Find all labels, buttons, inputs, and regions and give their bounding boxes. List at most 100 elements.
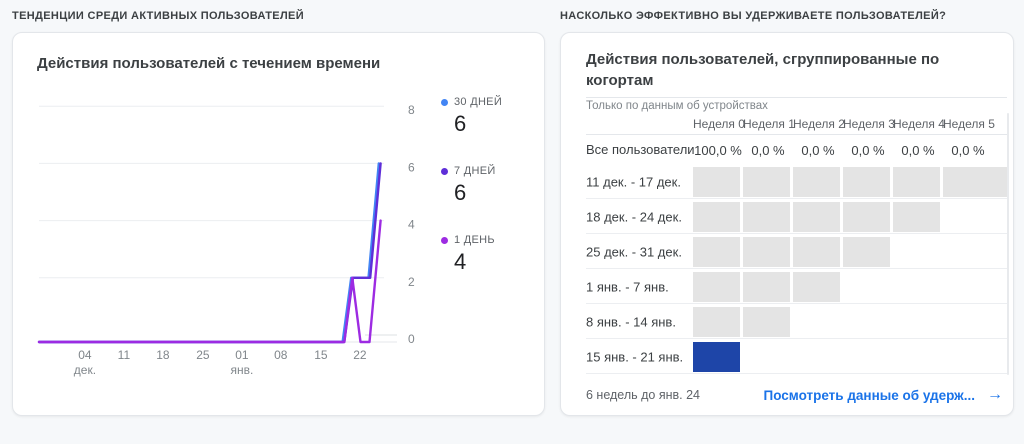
y-tick-label: 4: [408, 218, 415, 232]
cohort-row-cells: [693, 167, 1009, 197]
cohort-date-range: 6 недель до янв. 24: [586, 388, 700, 402]
header-divider: [586, 134, 1007, 135]
cohort-cell[interactable]: [693, 307, 740, 337]
cohort-row-label: 15 янв. - 21 янв.: [586, 349, 684, 364]
week-column-label: Неделя 5: [943, 117, 995, 131]
summary-percent-value: 0,0 %: [901, 143, 935, 158]
legend-label: 7 ДНЕЙ: [454, 165, 496, 177]
summary-percent-value: 0,0 %: [951, 143, 985, 158]
cohort-cell[interactable]: [693, 272, 740, 302]
legend-value: 6: [454, 180, 467, 205]
cohort-cell[interactable]: [793, 237, 840, 267]
view-retention-link[interactable]: Посмотреть данные об удерж... →: [764, 387, 1004, 403]
x-tick-label: 18: [156, 348, 170, 362]
cohort-week-header: Неделя 0Неделя 1Неделя 2Неделя 3Неделя 4…: [693, 115, 995, 133]
y-tick-label: 2: [408, 275, 415, 289]
cohort-cell[interactable]: [793, 167, 840, 197]
scrollbar[interactable]: [1007, 113, 1009, 375]
cohort-cell[interactable]: [893, 202, 940, 232]
active-users-trend-card: Действия пользователей с течением времен…: [12, 32, 545, 416]
cohort-row-cells: [693, 202, 940, 232]
y-tick-label: 0: [408, 332, 415, 346]
line-chart-legend: 30 ДНЕЙ 6 7 ДНЕЙ 6 1 ДЕНЬ 4: [441, 96, 502, 303]
week-column-label: Неделя 2: [793, 117, 845, 131]
x-tick-label: 25: [196, 348, 210, 362]
cohort-row-cells: [693, 307, 790, 337]
series-line-2: [37, 219, 382, 344]
cohort-cell[interactable]: [693, 342, 740, 372]
cohort-cell[interactable]: [843, 237, 890, 267]
cohort-row-label: 1 янв. - 7 янв.: [586, 279, 669, 294]
cohort-row-label: 8 янв. - 14 янв.: [586, 314, 676, 329]
cohort-row-label: 25 дек. - 31 дек.: [586, 244, 682, 259]
y-tick-label: 6: [408, 160, 415, 174]
legend-head: 7 ДНЕЙ: [441, 165, 502, 177]
week-column-label: Неделя 0: [693, 117, 745, 131]
cohort-row-cells: [693, 237, 890, 267]
x-tick-sublabel: дек.: [74, 363, 96, 377]
cohort-cell[interactable]: [743, 272, 790, 302]
legend-label: 1 ДЕНЬ: [454, 234, 495, 246]
active-users-trend-section: ТЕНДЕНЦИИ СРЕДИ АКТИВНЫХ ПОЛЬЗОВАТЕЛЕЙ Д…: [12, 10, 545, 416]
x-tick-label: 11: [118, 348, 131, 362]
cohort-cell[interactable]: [893, 167, 940, 197]
cohort-chart-title: Действия пользователей, сгруппированные …: [586, 51, 940, 89]
x-tick-label: 04: [78, 348, 92, 362]
legend-dot-icon: [441, 98, 448, 106]
cohort-cell[interactable]: [743, 307, 790, 337]
legend-dot-icon: [441, 167, 448, 175]
week-column-label: Неделя 4: [893, 117, 945, 131]
cohort-row-cells: [693, 272, 840, 302]
cohort-row: 18 дек. - 24 дек.: [561, 199, 1013, 234]
summary-percent-value: 0,0 %: [751, 143, 785, 158]
week-column-label: Неделя 1: [743, 117, 795, 131]
series-line-0: [37, 162, 380, 344]
legend-item: 30 ДНЕЙ 6: [441, 96, 502, 137]
y-tick-label: 8: [408, 103, 415, 117]
cohort-row: 1 янв. - 7 янв.: [561, 269, 1013, 304]
cohort-cell[interactable]: [793, 202, 840, 232]
cohort-card-footer: 6 недель до янв. 24 Посмотреть данные об…: [586, 383, 1003, 407]
title-divider: [586, 97, 1007, 98]
cohort-cell[interactable]: [943, 167, 1009, 197]
cohort-cell[interactable]: [843, 167, 890, 197]
cohort-row: 15 янв. - 21 янв.: [561, 339, 1013, 374]
legend-value: 4: [454, 249, 467, 274]
summary-percent-value: 0,0 %: [851, 143, 885, 158]
x-tick-sublabel: янв.: [230, 363, 253, 377]
cohort-cell[interactable]: [843, 202, 890, 232]
cohort-row: 8 янв. - 14 янв.: [561, 304, 1013, 339]
view-retention-link-label: Посмотреть данные об удерж...: [763, 387, 976, 403]
cohort-grid[interactable]: 11 дек. - 17 дек. 18 дек. - 24 дек. 25 дек…: [561, 164, 1013, 374]
cohort-cell[interactable]: [743, 167, 790, 197]
legend-head: 1 ДЕНЬ: [441, 234, 502, 246]
cohort-row: 11 дек. - 17 дек.: [561, 164, 1013, 199]
week-column-label: Неделя 3: [843, 117, 895, 131]
cohort-summary-values: 100,0 % 0,0 % 0,0 % 0,0 % 0,0 % 0,0 %: [693, 142, 993, 160]
x-tick-label: 15: [314, 348, 328, 362]
legend-head: 30 ДНЕЙ: [441, 96, 502, 108]
x-tick-label: 22: [353, 348, 367, 362]
cohort-row-label: 18 дек. - 24 дек.: [586, 209, 682, 224]
cohort-cell[interactable]: [693, 167, 740, 197]
series-line-1: [37, 162, 382, 344]
cohort-chart-subtitle: Только по данным об устройствах: [586, 100, 768, 112]
retention-section: НАСКОЛЬКО ЭФФЕКТИВНО ВЫ УДЕРЖИВАЕТЕ ПОЛЬ…: [560, 10, 1014, 416]
line-chart-title: Действия пользователей с течением времен…: [37, 55, 381, 72]
cohort-retention-card: Действия пользователей, сгруппированные …: [560, 32, 1014, 416]
legend-dot-icon: [441, 236, 448, 244]
legend-value: 6: [454, 111, 467, 136]
cohort-row-label: 11 дек. - 17 дек.: [586, 174, 681, 189]
cohort-row: 25 дек. - 31 дек.: [561, 234, 1013, 269]
cohort-cell[interactable]: [743, 202, 790, 232]
summary-percent-value: 100,0 %: [694, 143, 742, 158]
cohort-cell[interactable]: [693, 237, 740, 267]
legend-label: 30 ДНЕЙ: [454, 96, 503, 108]
x-tick-label: 08: [274, 348, 288, 362]
cohort-cell[interactable]: [693, 202, 740, 232]
arrow-right-icon: →: [987, 386, 1003, 403]
cohort-cell[interactable]: [743, 237, 790, 267]
cohort-cell[interactable]: [793, 272, 840, 302]
